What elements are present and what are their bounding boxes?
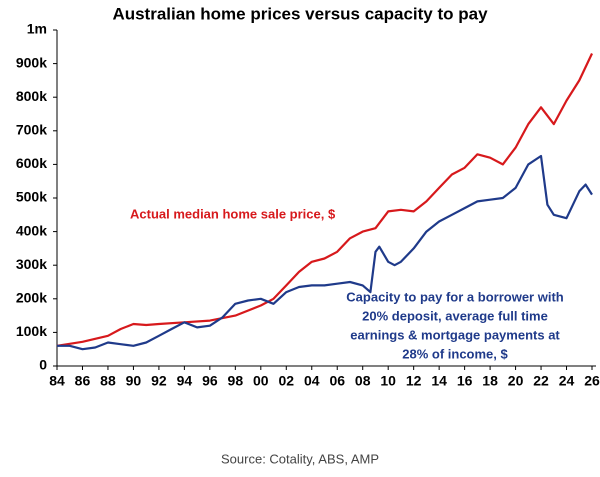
x-tick-label: 06 xyxy=(329,373,345,389)
x-tick-label: 18 xyxy=(482,373,498,389)
y-tick-label: 600k xyxy=(16,155,47,171)
y-tick-label: 400k xyxy=(16,222,47,238)
y-tick-label: 0 xyxy=(39,357,47,373)
source: Source: Cotality, ABS, AMP xyxy=(221,451,379,466)
chart-title: Australian home prices versus capacity t… xyxy=(112,4,488,23)
x-tick-label: 20 xyxy=(508,373,524,389)
y-tick-label: 500k xyxy=(16,189,47,205)
x-tick-label: 88 xyxy=(100,373,116,389)
series-line xyxy=(57,154,593,351)
annotation: Capacity to pay for a borrower with xyxy=(346,289,563,304)
x-tick-label: 98 xyxy=(228,373,244,389)
x-tick-label: 24 xyxy=(559,373,575,389)
x-tick-label: 16 xyxy=(457,373,473,389)
x-tick-label: 00 xyxy=(253,373,269,389)
y-tick-label: 700k xyxy=(16,122,47,138)
y-tick-label: 900k xyxy=(16,54,47,70)
x-tick-label: 26 xyxy=(584,373,600,389)
x-tick-label: 10 xyxy=(380,373,396,389)
x-tick-label: 14 xyxy=(431,373,447,389)
x-tick-label: 22 xyxy=(533,373,549,389)
y-tick-label: 800k xyxy=(16,88,47,104)
annotation: 28% of income, $ xyxy=(402,346,508,361)
x-tick-label: 96 xyxy=(202,373,218,389)
y-tick-label: 100k xyxy=(16,323,47,339)
x-tick-label: 04 xyxy=(304,373,320,389)
x-tick-label: 84 xyxy=(49,373,65,389)
y-tick-label: 1m xyxy=(27,21,47,37)
x-tick-label: 86 xyxy=(75,373,91,389)
x-tick-label: 90 xyxy=(126,373,142,389)
annotation: Actual median home sale price, $ xyxy=(130,206,336,221)
annotation: 20% deposit, average full time xyxy=(362,308,548,323)
y-tick-label: 300k xyxy=(16,256,47,272)
series-line xyxy=(56,53,593,347)
annotation: earnings & mortgage payments at xyxy=(350,327,560,342)
x-tick-label: 94 xyxy=(177,373,193,389)
x-tick-label: 92 xyxy=(151,373,167,389)
x-tick-label: 02 xyxy=(278,373,294,389)
x-tick-label: 08 xyxy=(355,373,371,389)
x-tick-label: 12 xyxy=(406,373,422,389)
y-tick-label: 200k xyxy=(16,290,47,306)
